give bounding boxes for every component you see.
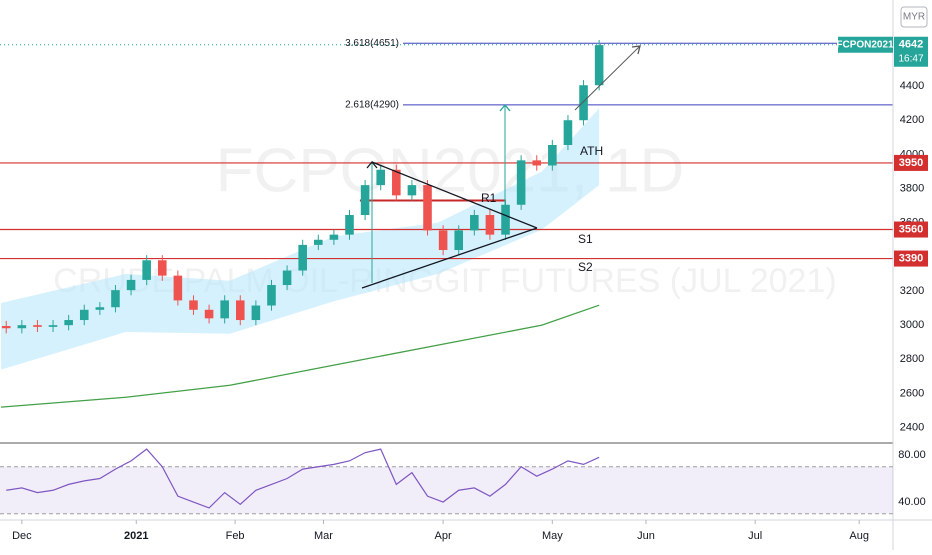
arrow-head bbox=[366, 160, 378, 169]
price-label: 4642 bbox=[899, 39, 923, 51]
annotation: S1 bbox=[578, 232, 593, 246]
level-label: 3560 bbox=[899, 223, 923, 235]
candle-body bbox=[454, 230, 464, 251]
y-tick-label: 4400 bbox=[900, 80, 924, 92]
x-tick-label: Feb bbox=[226, 530, 245, 542]
symbol-box bbox=[838, 36, 893, 53]
candle-body bbox=[251, 305, 261, 321]
candle-body bbox=[298, 244, 307, 271]
candle-body bbox=[485, 215, 495, 235]
rsi-tick-label: 80.00 bbox=[898, 449, 926, 461]
candle-body bbox=[126, 279, 136, 291]
y-tick-label: 2800 bbox=[900, 353, 924, 365]
level-label-box bbox=[894, 250, 928, 267]
x-tick-label: Jun bbox=[637, 530, 655, 542]
candle-body bbox=[79, 309, 89, 321]
y-tick-label: 4200 bbox=[900, 114, 924, 126]
candle-body bbox=[173, 275, 183, 301]
currency[interactable]: MYR bbox=[903, 12, 925, 23]
candle-body bbox=[17, 325, 27, 329]
x-tick-label: Dec bbox=[12, 530, 32, 542]
triangle-upper bbox=[371, 161, 538, 229]
fib-label: 2.618(4290) bbox=[345, 99, 399, 110]
candle-body bbox=[516, 160, 526, 205]
rsi-line bbox=[6, 448, 600, 509]
candle-body bbox=[376, 169, 385, 186]
candle-body bbox=[548, 144, 557, 166]
candle-body bbox=[267, 285, 276, 306]
rsi-tick-label: 40.00 bbox=[898, 496, 926, 508]
x-tick-label: Apr bbox=[435, 530, 452, 542]
candle-body bbox=[111, 290, 120, 308]
y-tick-label: 3800 bbox=[900, 182, 924, 194]
annotation: R1 bbox=[481, 191, 497, 205]
candle-body bbox=[235, 300, 245, 321]
candle-body bbox=[204, 309, 214, 319]
candle-body bbox=[594, 45, 604, 86]
moving-average bbox=[0, 304, 600, 408]
x-tick-label: Mar bbox=[314, 530, 333, 542]
candle-body bbox=[532, 160, 542, 166]
candle-body bbox=[220, 300, 229, 319]
candle-body bbox=[157, 260, 167, 276]
arrow-head bbox=[631, 45, 641, 55]
y-tick-label: 2400 bbox=[900, 422, 924, 434]
drawings bbox=[361, 45, 641, 289]
candle-body bbox=[48, 325, 58, 327]
annotation: ATH bbox=[580, 144, 603, 158]
x-tick-label: Jul bbox=[748, 530, 762, 542]
candle-body bbox=[1, 326, 11, 329]
level-label: 3950 bbox=[899, 157, 923, 169]
candle-body bbox=[64, 320, 73, 326]
candle-body bbox=[345, 215, 354, 235]
channel-band bbox=[1, 108, 600, 370]
level-label-box bbox=[894, 154, 928, 171]
annotation: S2 bbox=[578, 260, 593, 274]
candle-body bbox=[501, 204, 510, 235]
time-label: 16:47 bbox=[898, 53, 923, 64]
candle-body bbox=[407, 185, 417, 196]
candle-body bbox=[470, 215, 479, 231]
y-tick-label: 3000 bbox=[900, 319, 924, 331]
y-tick-label: 3200 bbox=[900, 285, 924, 297]
x-tick-label: Aug bbox=[849, 530, 869, 542]
candle-body bbox=[142, 260, 151, 280]
candle-body bbox=[438, 230, 448, 251]
candle-body bbox=[33, 325, 42, 327]
candle-body bbox=[392, 169, 401, 196]
candle-body bbox=[360, 185, 370, 216]
candle-body bbox=[423, 185, 432, 231]
x-tick-label: 2021 bbox=[124, 530, 148, 542]
candle-body bbox=[579, 85, 588, 121]
symbol-label: FCPON2021 bbox=[836, 39, 894, 50]
candle-body bbox=[314, 239, 323, 245]
candle-body bbox=[563, 120, 573, 145]
candle-body bbox=[95, 307, 105, 310]
watermark-title: FCPON2021, 1D bbox=[216, 136, 685, 205]
x-tick-label: May bbox=[542, 530, 563, 542]
fib-label: 3.618(4651) bbox=[345, 38, 399, 49]
candle-body bbox=[329, 234, 339, 240]
arrow-head bbox=[499, 103, 511, 112]
level-label: 3390 bbox=[899, 252, 923, 264]
rsi-band bbox=[0, 466, 893, 514]
level-label-box bbox=[894, 221, 928, 238]
y-tick-label: 2600 bbox=[900, 387, 924, 399]
candle-body bbox=[189, 300, 198, 310]
candle-body bbox=[282, 270, 292, 286]
projection-arrow bbox=[574, 45, 641, 111]
triangle-lower bbox=[361, 227, 538, 289]
currency-box[interactable] bbox=[900, 6, 928, 28]
price-box bbox=[894, 36, 928, 67]
